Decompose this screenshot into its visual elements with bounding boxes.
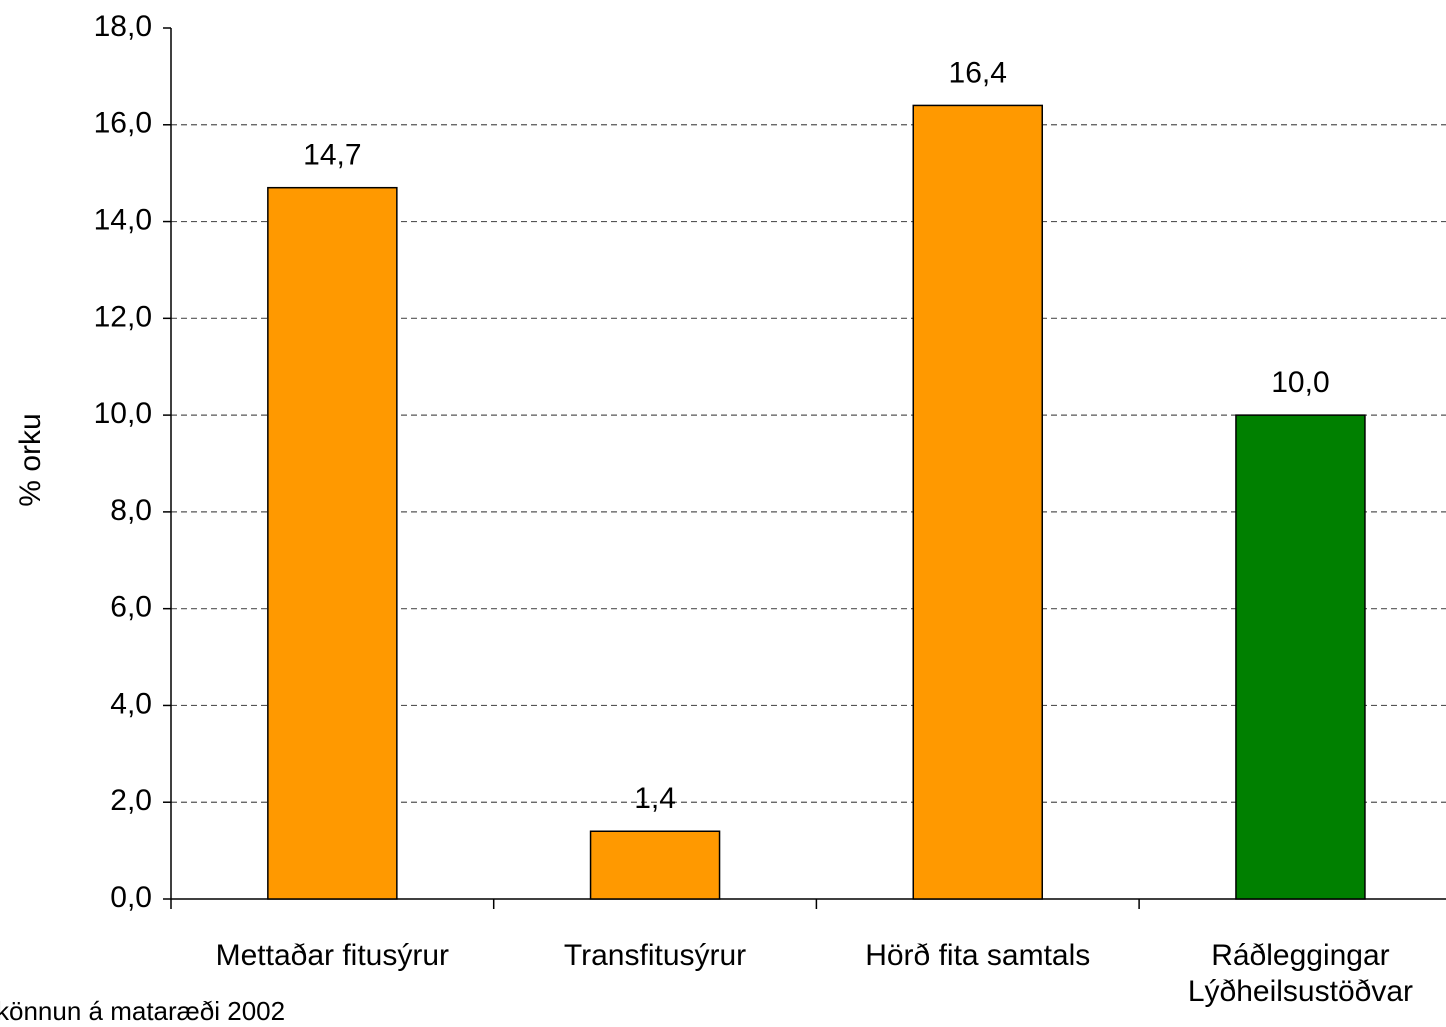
y-tick-label: 12,0 <box>94 300 152 333</box>
bar <box>267 186 398 900</box>
value-label: 1,4 <box>634 782 676 815</box>
y-tick-label: 10,0 <box>94 397 152 430</box>
x-tick-label: Hörð fita samtals <box>865 939 1091 972</box>
x-tick-label: Mettaðar fitusýrur <box>215 939 450 972</box>
x-tick-label: Ráðleggingar Lýðheilsustöðvar <box>1187 939 1413 1008</box>
y-tick-label: 0,0 <box>110 881 152 914</box>
y-axis-title: % orku <box>14 413 47 506</box>
bar <box>1235 414 1366 900</box>
y-tick-label: 2,0 <box>110 784 152 817</box>
y-tick-label: 6,0 <box>110 591 152 624</box>
value-label: 16,4 <box>949 56 1007 89</box>
value-label: 10,0 <box>1271 366 1329 399</box>
y-tick-label: 14,0 <box>94 203 152 236</box>
bar <box>912 104 1043 900</box>
x-tick-label: Transfitusýrur <box>563 939 747 972</box>
source-note: könnun á mataræði 2002 <box>0 996 286 1026</box>
y-tick-label: 4,0 <box>110 687 152 720</box>
y-tick-label: 18,0 <box>94 10 152 43</box>
value-label: 14,7 <box>303 139 361 172</box>
y-tick-label: 8,0 <box>110 494 152 527</box>
bar <box>589 830 721 900</box>
y-tick-label: 16,0 <box>94 107 152 140</box>
